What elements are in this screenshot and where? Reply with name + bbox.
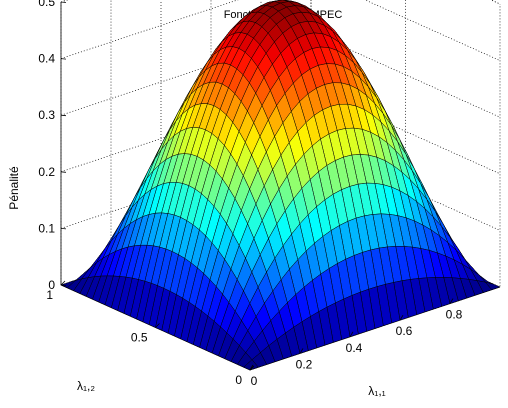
x-tick-label: 0.2 [296,357,313,371]
x-tick-mark [299,348,304,354]
x-tick-mark [449,298,454,304]
y-tick-mark [60,280,66,286]
z-tick-label: 0.2 [38,165,55,179]
y-tick-mark [155,323,160,328]
z-tick-mark [60,1,67,3]
x-tick-mark [349,331,354,338]
surface-patch [243,359,259,371]
z-tick-label: 0.1 [38,221,55,235]
y-tick-label: 0 [235,373,242,387]
z-tick-label: 0.5 [38,0,55,9]
z-tick-mark [60,114,67,117]
z-axis-label: Pénalité [7,166,21,210]
z-tick-mark [60,171,67,173]
z-grid-line [60,88,501,175]
x-tick-mark [399,314,404,321]
y-axis-label: λ₁,₂ [77,379,95,393]
z-tick-label: 0.3 [38,108,55,122]
z-tick-label: 0 [48,278,55,292]
axis-ticks: 0 0.1 0.2 0.3 0.4 0.5 0 0.2 0.4 0.6 0.8 0 0.5 1 [38,0,462,388]
y-tick-label: 1 [46,288,53,302]
z-grid-line [60,31,501,118]
y-tick-mark [249,365,255,371]
z-tick-mark [60,284,67,286]
x-tick-label: 0 [251,374,258,388]
x-axis-label: λ₁,₁ [368,384,385,398]
x-tick-label: 0.4 [346,341,363,355]
y-tick-label: 0.5 [131,331,148,345]
z-tick-label: 0.4 [38,52,55,66]
surface-mesh [60,0,501,371]
z-tick-mark [60,228,67,230]
z-grid-line [60,0,501,61]
x-tick-label: 0.6 [396,324,413,338]
z-tick-mark [60,58,67,60]
x-tick-label: 0.8 [446,308,463,322]
